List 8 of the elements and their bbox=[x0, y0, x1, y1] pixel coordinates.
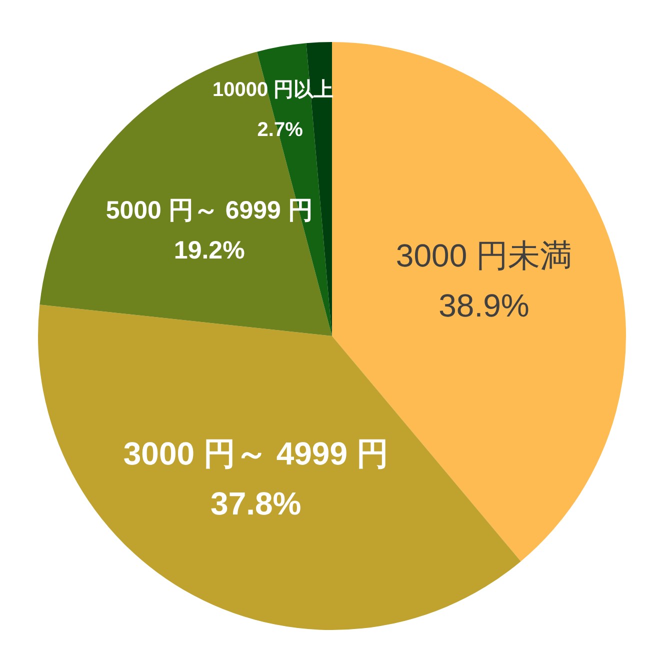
data-label: 37.8% bbox=[210, 486, 302, 522]
slice-label: 3000 円～ 4999 円 bbox=[123, 436, 388, 472]
slice-label: 5000 円～ 6999 円 bbox=[106, 196, 313, 225]
pie-slice bbox=[40, 52, 332, 336]
data-label: 38.9% bbox=[438, 288, 530, 324]
data-label: 19.2% bbox=[174, 236, 245, 265]
slice-label: 3000 円未満 bbox=[396, 238, 572, 274]
data-label: 2.7% bbox=[257, 119, 304, 142]
